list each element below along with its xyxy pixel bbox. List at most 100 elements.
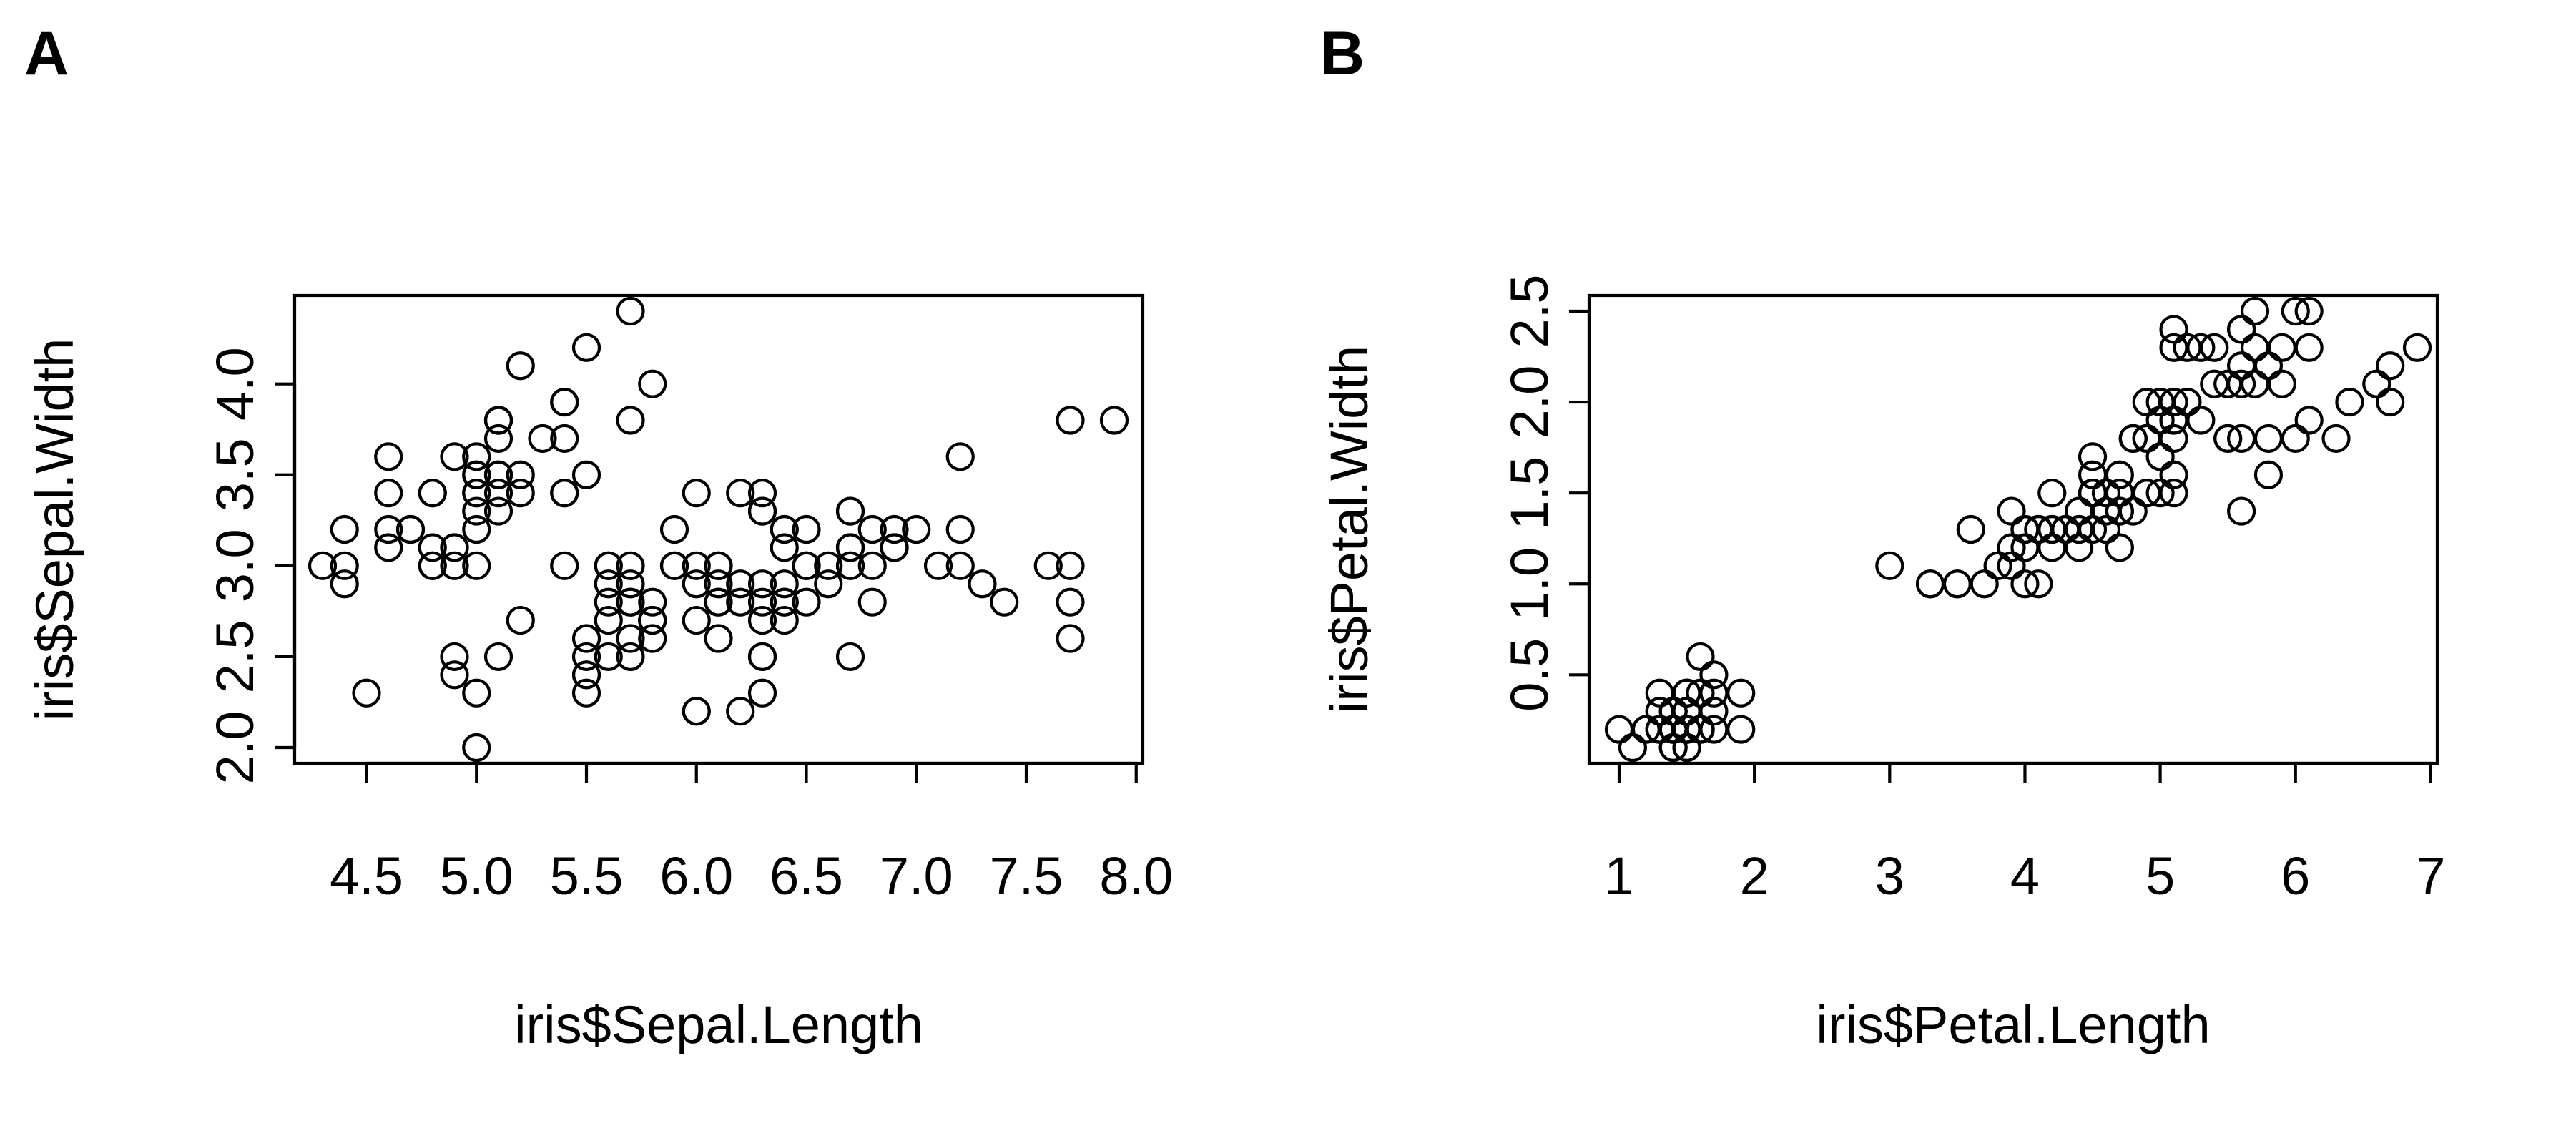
data-point [682,569,711,599]
data-point [770,514,799,544]
y-tick-label: 2.0 [205,711,265,785]
data-point [2267,369,2296,398]
data-point [483,460,513,489]
data-point [835,642,865,672]
data-point [2010,569,2040,599]
data-point [2145,442,2175,471]
panel-label-b: B [1320,19,1365,88]
data-point [880,514,909,544]
data-point [792,514,821,544]
data-point [2227,315,2256,344]
data-point [2253,424,2284,454]
data-point [462,514,491,544]
x-tick-label: 7 [2416,846,2445,906]
data-point [747,605,777,635]
x-tick-label: 7.0 [880,846,953,906]
data-point [374,479,403,508]
data-point [792,587,821,617]
data-point [1604,715,1634,744]
data-point [2173,387,2202,417]
data-point [682,697,711,726]
x-tick-label: 6.5 [770,846,843,906]
data-point [2091,496,2121,526]
data-point [483,479,513,508]
data-point [462,442,491,471]
data-point [594,642,623,672]
data-point [2024,569,2053,599]
data-point [814,569,843,599]
data-point [440,551,469,580]
y-tick-label: 1.0 [1500,547,1559,621]
data-point [747,479,777,508]
data-point [571,333,601,362]
data-point [616,624,645,653]
data-point [483,496,513,526]
data-point [945,442,975,471]
data-point [2145,479,2175,508]
data-point [616,642,645,672]
data-point [440,642,469,672]
x-tick-label: 1 [1604,846,1633,906]
x-tick-label: 5.0 [440,846,513,906]
data-point [2402,333,2432,362]
data-point [594,605,623,635]
data-point [945,551,975,580]
data-point [2227,496,2256,526]
data-point [352,678,381,708]
data-point [2281,424,2310,454]
data-point [330,569,359,599]
data-point [704,569,733,599]
data-point [726,587,755,617]
y-tick-label: 3.5 [205,438,265,511]
data-point [462,733,491,763]
data-point [571,642,601,672]
data-point [923,551,953,580]
data-point [2200,369,2229,398]
data-point [1099,406,1129,435]
x-tick-label: 4.5 [330,846,403,906]
data-point [1942,569,1972,599]
data-point [308,551,338,580]
data-point [638,369,667,398]
data-point [2037,533,2067,562]
y-tick-label: 2.0 [1500,366,1559,439]
data-point [1997,551,2026,580]
data-point [2294,406,2324,435]
data-point [550,387,579,417]
data-point [682,605,711,635]
data-point [2186,406,2216,435]
data-point [374,514,403,544]
data-point [704,624,733,653]
data-point [1056,587,1085,617]
data-point [880,533,909,562]
data-point [1686,678,1715,708]
data-point [1658,715,1688,744]
data-point [506,351,535,381]
data-point [506,605,535,635]
data-point [2376,351,2405,381]
data-point [571,460,601,489]
data-point [2321,424,2351,454]
data-point [835,551,865,580]
data-point [550,551,579,580]
y-tick-label: 2.5 [205,620,265,693]
data-point [1726,678,1756,708]
data-point [747,569,777,599]
data-point [2118,424,2148,454]
data-point [2145,406,2175,435]
x-tick-label: 6.0 [659,846,733,906]
data-point [2091,479,2121,508]
data-point [1658,733,1688,763]
data-point [1658,697,1688,726]
data-point [2253,351,2284,381]
y-tick-label: 0.5 [1500,638,1559,712]
data-point [2105,479,2134,508]
x-tick-label: 5 [2145,846,2175,906]
data-point [528,424,557,454]
data-point [726,569,755,599]
data-point [2065,533,2094,562]
data-point [902,514,931,544]
data-point [814,551,843,580]
data-point [770,587,799,617]
data-point [2267,333,2296,362]
